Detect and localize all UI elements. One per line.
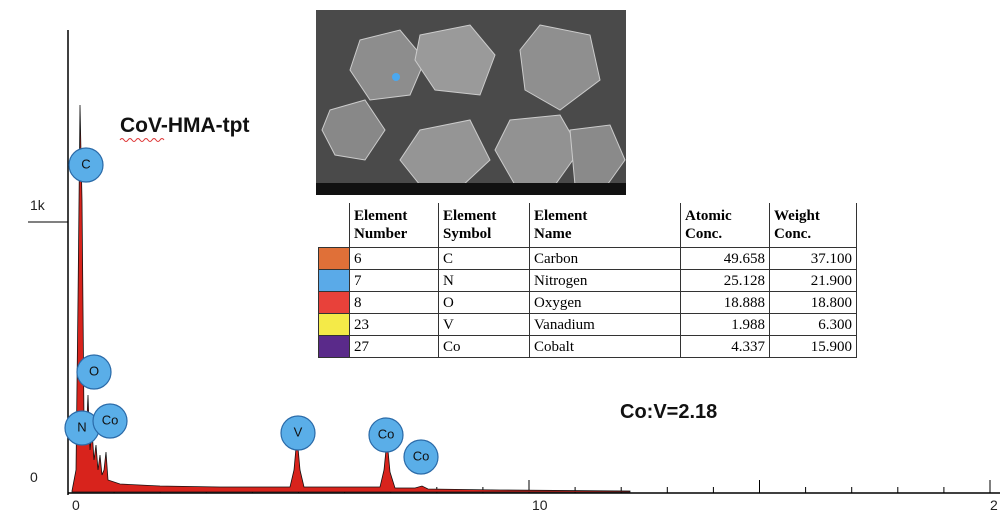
peak-marker: [92, 403, 128, 439]
table-row: 7 N Nitrogen 25.128 21.900: [318, 269, 857, 292]
color-swatch: [318, 247, 350, 270]
table-cell: C: [438, 247, 530, 270]
table-cell: 49.658: [680, 247, 770, 270]
header-cell: Element Name: [529, 203, 681, 248]
peak-label: C: [81, 156, 90, 171]
header-line: Element: [354, 208, 408, 224]
header-cell: Element Number: [349, 203, 439, 248]
table-cell: 6.300: [769, 313, 857, 336]
table-cell: 21.900: [769, 269, 857, 292]
header-line: Symbol: [443, 226, 492, 242]
table-cell: N: [438, 269, 530, 292]
table-cell: 23: [349, 313, 439, 336]
header-line: Name: [534, 226, 572, 242]
sem-image: [316, 10, 626, 195]
x-label: 10: [532, 497, 548, 513]
table-cell: Nitrogen: [529, 269, 681, 292]
peak-label: Co: [413, 448, 430, 463]
header-line: Number: [354, 226, 408, 242]
table-cell: 18.888: [680, 291, 770, 314]
table-cell: 1.988: [680, 313, 770, 336]
x-label: 2: [990, 497, 998, 513]
y-label: 1k: [30, 197, 46, 213]
table-cell: Vanadium: [529, 313, 681, 336]
peak-labels: C O N Co V Co Co: [64, 147, 439, 475]
header-line: Atomic: [685, 208, 732, 224]
header-cell: Weight Conc.: [769, 203, 857, 248]
peak-marker: [368, 417, 404, 453]
table-cell: 15.900: [769, 335, 857, 358]
header-line: Weight: [774, 208, 820, 224]
table-row: 8 O Oxygen 18.888 18.800: [318, 291, 857, 314]
peak-marker: [280, 415, 316, 451]
table-cell: 18.800: [769, 291, 857, 314]
swatch-header: [319, 203, 350, 248]
table-cell: 8: [349, 291, 439, 314]
peak-marker: [76, 354, 112, 390]
table-cell: 27: [349, 335, 439, 358]
table-cell: Cobalt: [529, 335, 681, 358]
ratio: Co:V=2.18: [620, 401, 717, 423]
table-cell: 6: [349, 247, 439, 270]
header-cell: Element Symbol: [438, 203, 530, 248]
table-cell: Oxygen: [529, 291, 681, 314]
peak-label: N: [77, 419, 86, 434]
table-row: 27 Co Cobalt 4.337 15.900: [318, 335, 857, 358]
peak-label: O: [89, 363, 99, 378]
color-swatch: [318, 313, 350, 336]
peak-marker: [68, 147, 104, 183]
header-row: Element Number Element Symbol Element Name Ato…: [319, 203, 857, 248]
table-row: 6 C Carbon 49.658 37.100: [318, 247, 857, 270]
header-cell: Atomic Conc.: [680, 203, 770, 248]
table-cell: 4.337: [680, 335, 770, 358]
table-row: 23 V Vanadium 1.988 6.300: [318, 313, 857, 336]
peak-label: V: [294, 424, 303, 439]
table-cell: O: [438, 291, 530, 314]
table-cell: Carbon: [529, 247, 681, 270]
composition-table: Element Number Element Symbol Element Name Ato…: [318, 203, 857, 358]
header-line: Conc.: [685, 226, 723, 242]
table-cell: Co: [438, 335, 530, 358]
spell-underline: [119, 138, 165, 142]
header-line: Element: [443, 208, 497, 224]
color-swatch: [318, 335, 350, 358]
table-cell: V: [438, 313, 530, 336]
color-swatch: [318, 291, 350, 314]
table-cell: 25.128: [680, 269, 770, 292]
peak-label: Co: [102, 412, 119, 427]
header-line: Element: [534, 208, 588, 224]
table-cell: 37.100: [769, 247, 857, 270]
sample-name: CoV-HMA-tpt: [120, 114, 249, 137]
x-label: 0: [72, 497, 80, 513]
header-line: Conc.: [774, 226, 812, 242]
color-swatch: [318, 269, 350, 292]
table-cell: 7: [349, 269, 439, 292]
y-label: 0: [30, 469, 38, 485]
peak-label: Co: [378, 426, 395, 441]
peak-marker: [403, 439, 439, 475]
